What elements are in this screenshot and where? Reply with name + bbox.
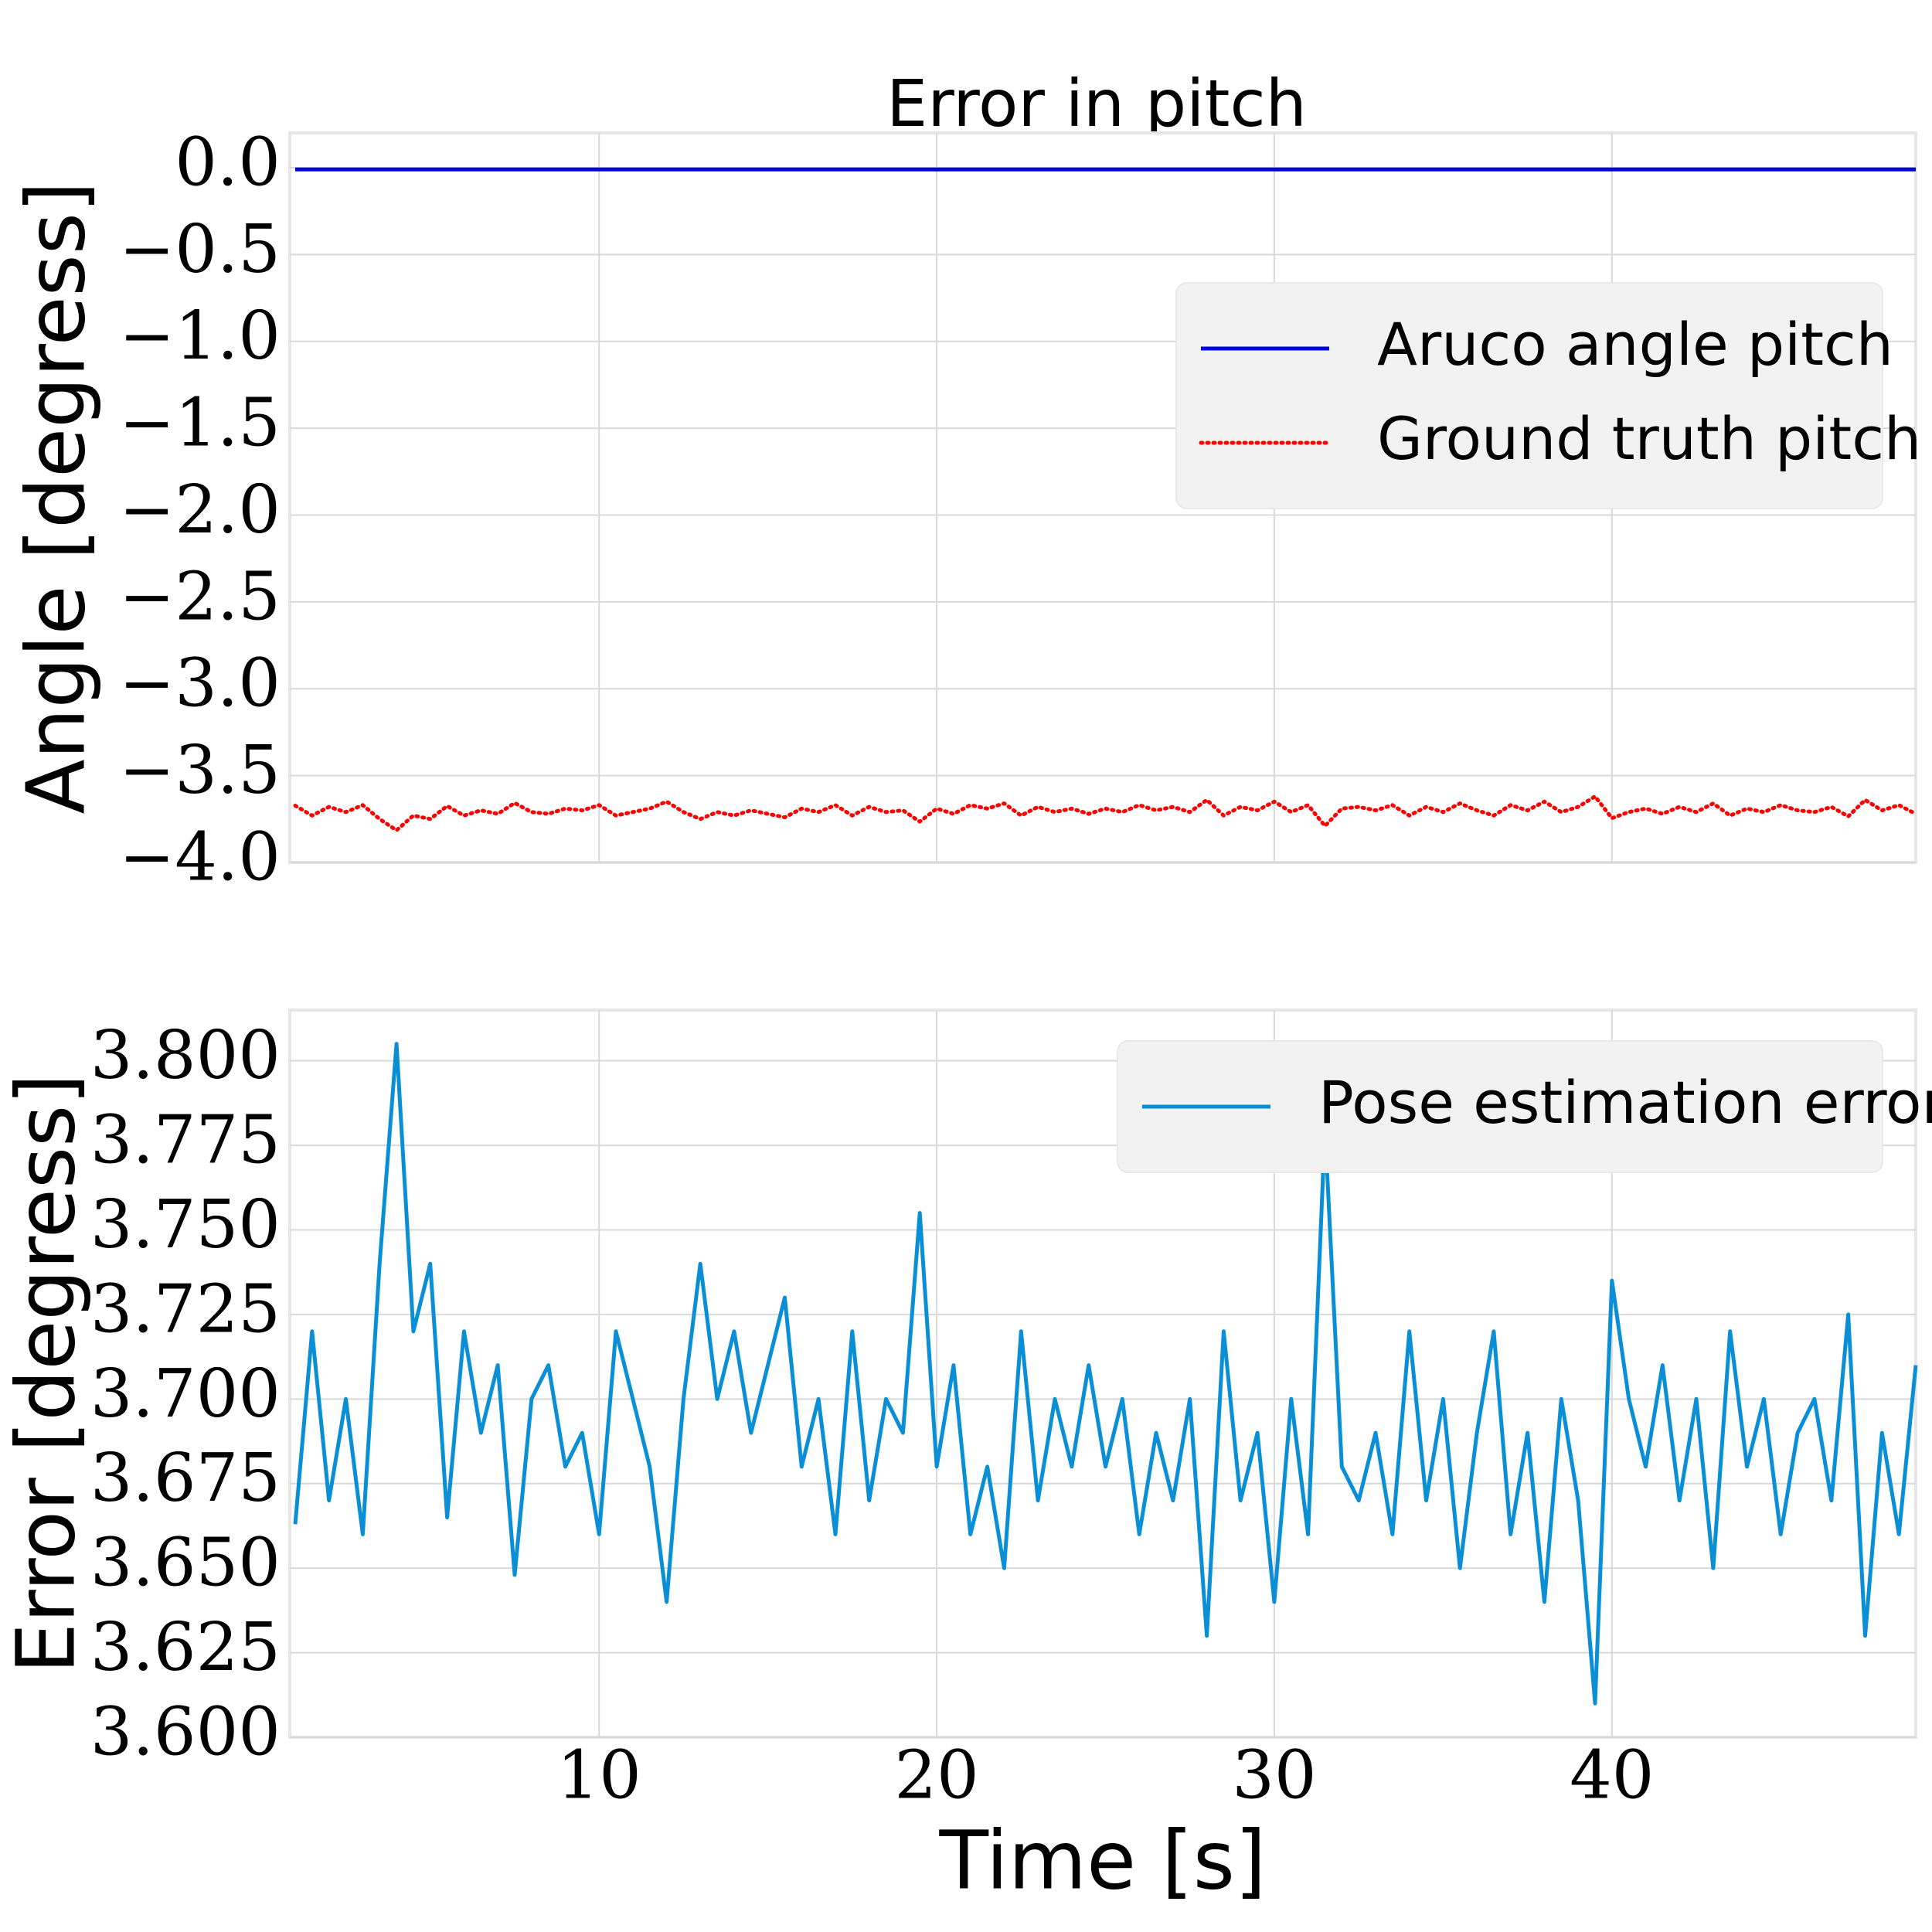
y-axis-label: Angle [degress] [9,182,103,815]
y-tick-label: 3.800 [90,1017,281,1094]
y-tick-label: 3.725 [90,1270,281,1348]
y-tick-label: 3.700 [90,1355,281,1433]
y-tick-label: 3.775 [90,1102,281,1179]
legend-label: Aruco angle pitch [1377,310,1893,379]
legend-label: Ground truth pitch [1377,404,1921,473]
y-tick-label: 3.750 [90,1186,281,1264]
legend-box [1175,282,1883,509]
y-tick-label: −3.0 [119,645,281,723]
y-axis-label: Error [degress] [0,1073,93,1674]
y-tick-label: −2.5 [119,558,281,635]
y-tick-label: −3.5 [119,732,281,809]
x-tick-label: 30 [1232,1737,1316,1815]
legend-label: Pose estimation error [1318,1068,1932,1137]
y-tick-label: −1.5 [119,385,281,462]
legend-box [1117,1040,1883,1173]
y-tick-label: 3.600 [90,1694,281,1771]
y-tick-label: −4.0 [119,819,281,896]
y-tick-label: −2.0 [119,471,281,549]
y-tick-label: −0.5 [119,211,281,288]
y-tick-label: 3.625 [90,1609,281,1686]
x-tick-label: 10 [556,1737,641,1815]
y-tick-label: 3.675 [90,1440,281,1517]
y-tick-label: −1.0 [119,298,281,375]
x-tick-label: 40 [1570,1737,1654,1815]
x-tick-label: 20 [894,1737,978,1815]
x-axis-label: Time [s] [939,1813,1267,1907]
series-line [293,1042,1918,1706]
chart-title: Error in pitch [886,66,1307,141]
y-tick-label: 3.650 [90,1525,281,1602]
y-tick-label: 0.0 [175,124,281,201]
series-line [293,794,1918,832]
